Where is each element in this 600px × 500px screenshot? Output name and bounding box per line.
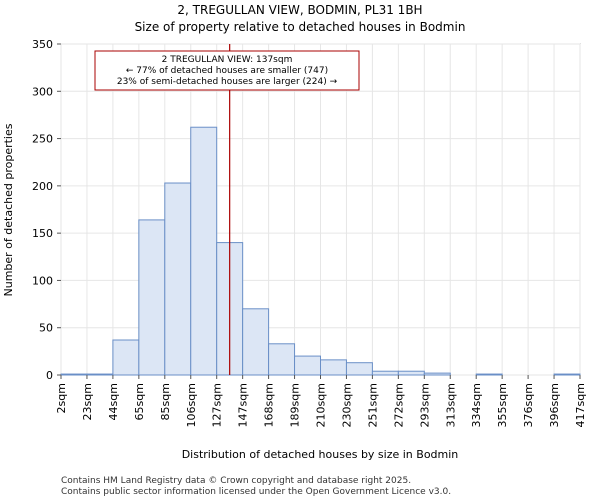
- x-tick-label: 147sqm: [237, 383, 250, 427]
- x-tick-label: 417sqm: [574, 383, 587, 427]
- histogram-bar: [112, 339, 140, 376]
- annotation-line-2: ← 77% of detached houses are smaller (74…: [126, 66, 328, 76]
- x-axis-label: Distribution of detached houses by size …: [182, 448, 459, 461]
- x-tick-label: 230sqm: [340, 383, 353, 427]
- y-tick-label: 200: [32, 180, 53, 193]
- x-tick-label: 272sqm: [392, 383, 405, 427]
- footer-line-2: Contains public sector information licen…: [61, 487, 451, 497]
- y-tick-label: 300: [32, 85, 53, 98]
- x-tick-label: 334sqm: [470, 383, 483, 427]
- histogram-bar: [423, 372, 451, 376]
- x-tick-label: 168sqm: [263, 383, 276, 427]
- x-tick-label: 127sqm: [211, 383, 224, 427]
- y-tick-label: 0: [46, 369, 53, 382]
- y-axis-label: Number of detached properties: [2, 123, 15, 296]
- x-tick-label: 376sqm: [522, 383, 535, 427]
- y-tick-label: 350: [32, 38, 53, 51]
- annotation-frame: [94, 50, 360, 91]
- histogram-bar: [294, 355, 321, 376]
- histogram-bar: [164, 182, 192, 376]
- x-tick-label: 313sqm: [444, 383, 457, 427]
- annotation-line-1: 2 TREGULLAN VIEW: 137sqm: [162, 55, 293, 65]
- histogram-bar: [86, 373, 114, 376]
- bars-layer: [60, 126, 581, 376]
- y-tick-label: 100: [32, 274, 53, 287]
- footer-line-1: Contains HM Land Registry data © Crown c…: [61, 476, 411, 486]
- histogram-bar: [242, 308, 270, 376]
- histogram-bar: [553, 373, 581, 376]
- x-tick-label: 189sqm: [289, 383, 302, 427]
- y-tick-label: 50: [39, 322, 53, 335]
- annotation-line-3: 23% of semi-detached houses are larger (…: [117, 77, 338, 87]
- y-tick-layer: 0 50 100 150 200 250 300 350: [32, 38, 61, 382]
- x-tick-layer: 2sqm 23sqm 44sqm 65sqm 85sqm 106sqm 127sqm 147s…: [55, 375, 587, 427]
- x-tick-label: 85sqm: [159, 383, 172, 420]
- x-tick-label: 210sqm: [315, 383, 328, 427]
- histogram-bar: [60, 373, 88, 376]
- histogram-bar: [268, 343, 296, 376]
- x-tick-label: 106sqm: [185, 383, 198, 427]
- x-tick-label: 251sqm: [366, 383, 379, 427]
- x-tick-label: 2sqm: [55, 383, 68, 413]
- x-tick-label: 23sqm: [81, 383, 94, 420]
- histogram-bar: [345, 362, 373, 376]
- y-tick-label: 150: [32, 227, 53, 240]
- x-tick-label: 293sqm: [418, 383, 431, 427]
- chart-title: 2, TREGULLAN VIEW, BODMIN, PL31 1BH: [177, 3, 422, 17]
- histogram-bar: [138, 219, 166, 376]
- x-tick-label: 65sqm: [133, 383, 146, 420]
- histogram-bar: [397, 370, 425, 376]
- histogram-bar: [371, 370, 399, 376]
- histogram-bar: [475, 373, 503, 376]
- y-tick-label: 250: [32, 133, 53, 146]
- annotation-box: 2 TREGULLAN VIEW: 137sqm ← 77% of detach…: [94, 50, 360, 91]
- x-tick-label: 44sqm: [107, 383, 120, 420]
- histogram-bar: [190, 126, 218, 376]
- x-tick-label: 355sqm: [496, 383, 509, 427]
- chart-subtitle: Size of property relative to detached ho…: [135, 20, 466, 34]
- x-tick-label: 396sqm: [548, 383, 561, 427]
- histogram-bar: [320, 359, 347, 376]
